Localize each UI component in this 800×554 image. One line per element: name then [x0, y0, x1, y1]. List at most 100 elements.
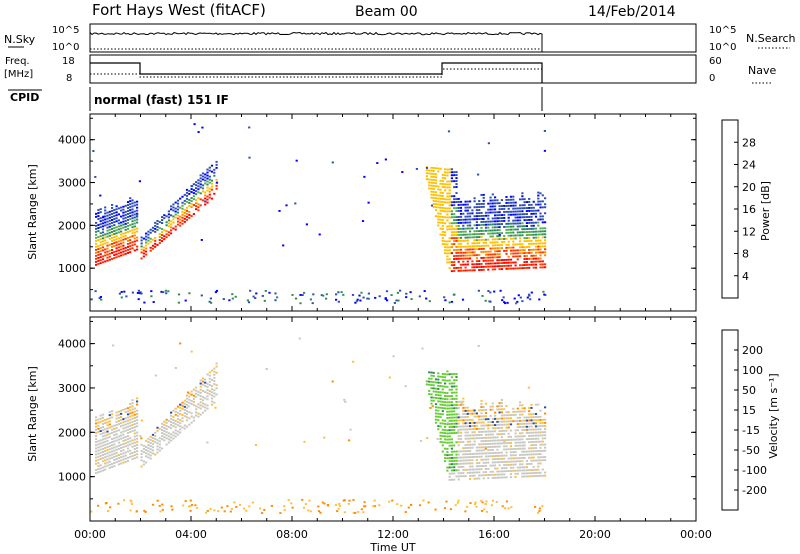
- echo-cell: [126, 425, 130, 428]
- echo-cell: [487, 256, 490, 259]
- y-tick-label: 3000: [58, 177, 86, 190]
- echo-cell: [210, 182, 214, 185]
- echo-cell: [450, 168, 453, 171]
- echo-cell: [129, 224, 132, 227]
- echo-cell: [455, 404, 458, 406]
- echo-cell: [432, 390, 435, 393]
- echo-cell: [484, 262, 488, 265]
- echo-cell: [539, 260, 542, 263]
- echo-cell: [480, 499, 483, 502]
- echo-cell: [534, 425, 538, 428]
- echo-cell: [500, 259, 503, 261]
- plot-title: Fort Hays West (fitACF): [92, 1, 266, 19]
- echo-cell: [104, 239, 107, 242]
- echo-cell: [498, 445, 501, 448]
- echo-cell: [131, 244, 134, 247]
- echo-cell: [466, 221, 469, 224]
- echo-cell: [101, 444, 105, 447]
- echo-cell: [190, 421, 193, 424]
- echo-cell: [532, 236, 535, 239]
- echo-cell: [448, 454, 451, 456]
- echo-cell: [453, 450, 456, 453]
- echo-cell: [131, 214, 134, 217]
- echo-cell: [464, 444, 467, 446]
- echo-cell: [120, 437, 123, 440]
- echo-cell: [204, 511, 208, 514]
- echo-cell: [530, 257, 533, 260]
- echo-cell: [172, 206, 175, 209]
- echo-cell: [434, 508, 437, 511]
- echo-cell: [291, 506, 294, 509]
- echo-cell: [437, 425, 440, 428]
- echo-cell: [529, 298, 532, 301]
- echo-cell: [439, 406, 442, 409]
- echo-cell: [446, 398, 449, 401]
- echo-cell: [478, 455, 481, 458]
- echo-cell: [503, 220, 506, 222]
- echo-cell: [185, 188, 189, 191]
- echo-cell: [541, 456, 544, 459]
- echo-cell: [95, 239, 98, 242]
- echo-cell: [523, 453, 526, 456]
- echo-cell: [487, 446, 490, 448]
- echo-cell: [183, 412, 186, 414]
- echo-cell: [111, 246, 114, 248]
- echo-cell: [494, 250, 497, 253]
- echo-cell: [111, 428, 114, 431]
- echo-cell: [480, 415, 483, 418]
- echo-cell: [181, 401, 184, 404]
- echo-cell: [471, 248, 474, 251]
- echo-cell: [122, 421, 125, 424]
- echo-cell: [204, 391, 207, 393]
- echo-cell: [482, 477, 485, 480]
- echo-cell: [516, 243, 519, 246]
- echo-cell: [437, 381, 440, 384]
- echo-cell: [104, 233, 107, 236]
- echo-cell: [464, 459, 467, 462]
- echo-cell: [499, 289, 502, 292]
- echo-cell: [204, 403, 207, 406]
- echo-cell: [484, 464, 488, 467]
- echo-cell: [140, 419, 143, 422]
- echo-cell: [99, 442, 102, 445]
- echo-cell: [432, 371, 435, 374]
- echo-cell: [97, 236, 100, 238]
- echo-cell: [500, 470, 503, 473]
- echo-cell: [459, 203, 463, 206]
- echo-cell: [530, 441, 533, 443]
- echo-cell: [464, 422, 467, 425]
- echo-cell: [496, 241, 499, 244]
- echo-cell: [521, 228, 524, 231]
- echo-cell: [482, 232, 485, 235]
- echo-cell: [363, 175, 366, 178]
- echo-cell: [528, 263, 531, 266]
- echo-cell: [503, 235, 506, 237]
- echo-cell: [226, 505, 229, 508]
- echo-cell: [480, 465, 483, 467]
- echo-cell: [459, 266, 463, 269]
- echo-cell: [502, 296, 505, 299]
- echo-cell: [147, 437, 150, 440]
- echo-cell: [185, 191, 189, 194]
- echo-cell: [190, 197, 193, 199]
- echo-cell: [514, 201, 517, 204]
- echo-cell: [521, 466, 524, 469]
- echo-cell: [478, 477, 481, 480]
- echo-cell: [439, 382, 442, 384]
- echo-cell: [489, 408, 492, 411]
- echo-cell: [101, 435, 105, 438]
- echo-cell: [179, 221, 182, 224]
- echo-cell: [163, 439, 166, 442]
- echo-cell: [489, 253, 492, 256]
- echo-cell: [432, 194, 435, 196]
- echo-cell: [161, 240, 164, 242]
- echo-cell: [151, 433, 155, 436]
- echo-cell: [455, 463, 458, 465]
- echo-cell: [453, 425, 456, 428]
- echo-cell: [528, 453, 531, 456]
- freq-panel: Freq. [MHz] 18 8 60 0 Nave: [4, 54, 776, 84]
- echo-cell: [534, 422, 538, 425]
- echo-cell: [464, 209, 467, 212]
- echo-cell: [183, 399, 186, 402]
- echo-cell: [525, 231, 528, 233]
